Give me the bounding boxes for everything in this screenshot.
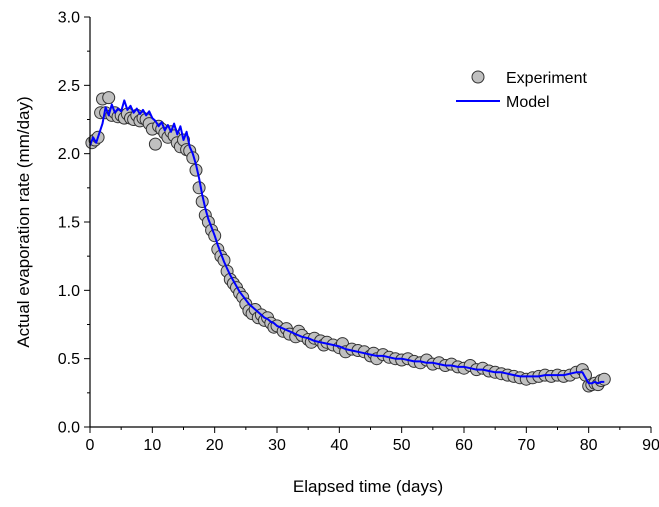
y-tick-label: 2.5 bbox=[58, 78, 80, 95]
experiment-series bbox=[85, 91, 611, 393]
x-tick-label: 10 bbox=[143, 437, 161, 454]
x-tick-label: 0 bbox=[86, 437, 95, 454]
x-tick-label: 80 bbox=[580, 437, 598, 454]
y-tick-label: 0.5 bbox=[58, 351, 80, 368]
experiment-point bbox=[102, 91, 116, 105]
y-tick-label: 1.5 bbox=[58, 215, 80, 232]
model-line bbox=[89, 99, 605, 385]
y-tick-label: 1.0 bbox=[58, 283, 80, 300]
x-tick-label: 30 bbox=[268, 437, 286, 454]
y-axis-title: Actual evaporation rate (mm/day) bbox=[14, 96, 33, 347]
y-tick-label: 3.0 bbox=[58, 10, 80, 27]
x-tick-label: 70 bbox=[517, 437, 535, 454]
legend-experiment-marker bbox=[471, 70, 485, 84]
experiment-point bbox=[148, 137, 162, 151]
x-tick-label: 90 bbox=[642, 437, 659, 454]
x-tick-label: 40 bbox=[330, 437, 348, 454]
legend-model-label: Model bbox=[506, 94, 550, 111]
legend-experiment-label: Experiment bbox=[506, 70, 587, 87]
x-tick-label: 60 bbox=[455, 437, 473, 454]
legend: Experiment Model bbox=[456, 70, 587, 111]
x-tick-label: 20 bbox=[206, 437, 224, 454]
series-layer bbox=[85, 91, 611, 393]
y-tick-label: 0.0 bbox=[58, 420, 80, 437]
x-axis-title: Elapsed time (days) bbox=[293, 477, 443, 496]
y-tick-label: 2.0 bbox=[58, 146, 80, 163]
x-tick-label: 50 bbox=[393, 437, 411, 454]
axis-layer: 0 10 20 30 40 50 60 70 80 90 0.0 0.5 1.0 1.5 2.0 2.5 3.0 bbox=[58, 10, 659, 455]
